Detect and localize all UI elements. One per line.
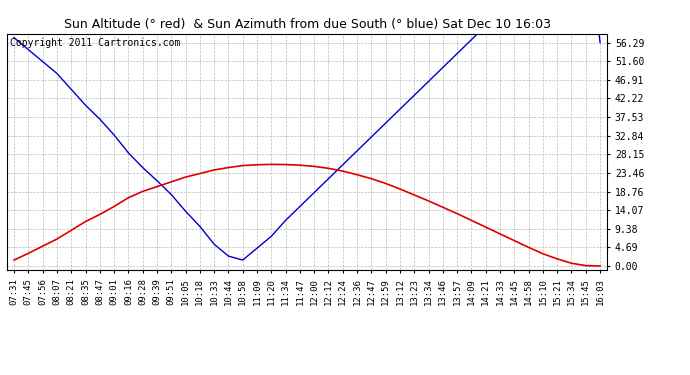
Title: Sun Altitude (° red)  & Sun Azimuth from due South (° blue) Sat Dec 10 16:03: Sun Altitude (° red) & Sun Azimuth from … bbox=[63, 18, 551, 31]
Text: Copyright 2011 Cartronics.com: Copyright 2011 Cartronics.com bbox=[10, 39, 180, 48]
